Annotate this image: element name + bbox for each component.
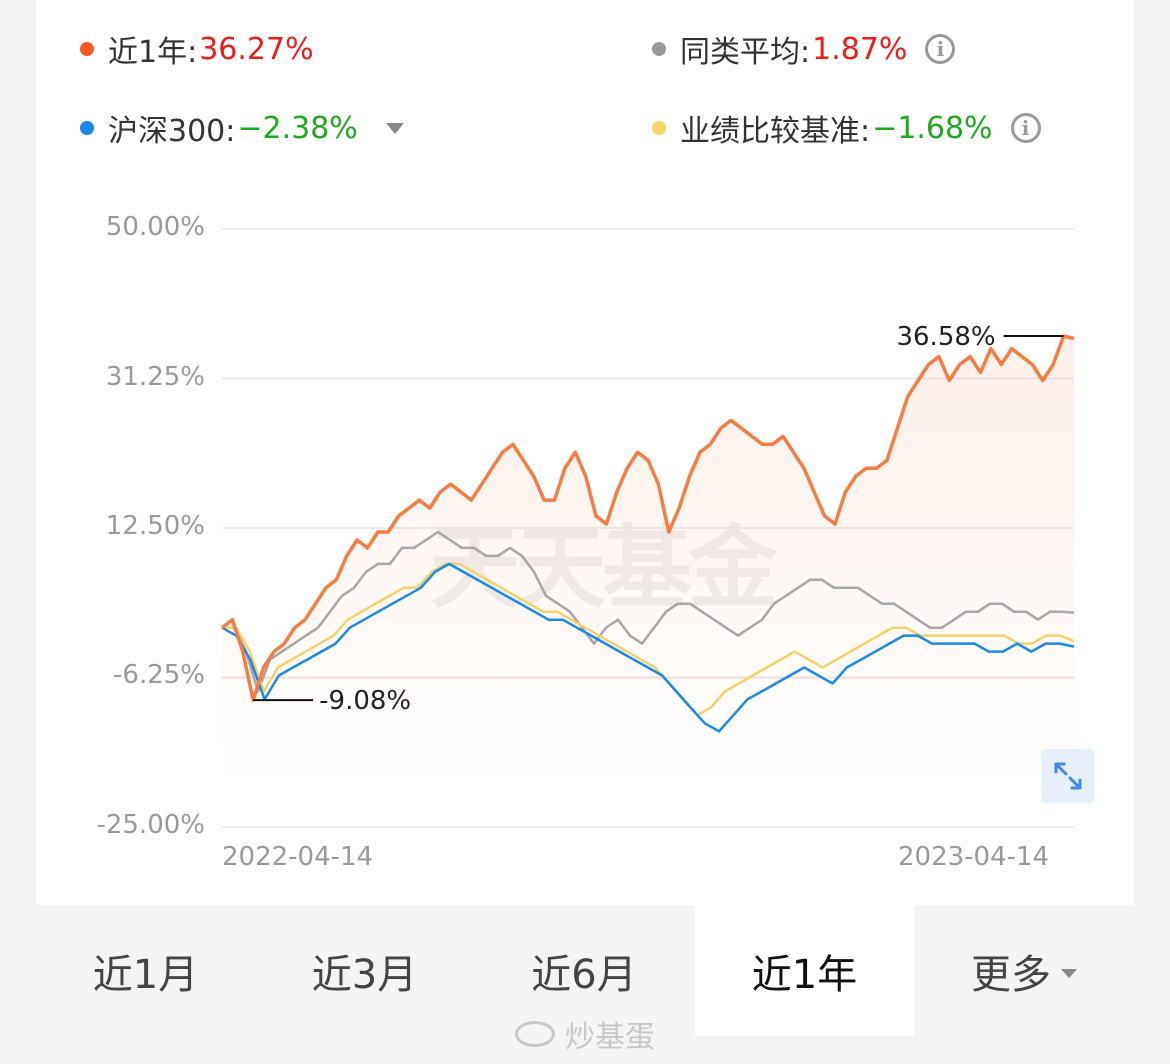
y-tick-label: 50.00% bbox=[105, 212, 205, 242]
legend-index-value: −2.38% bbox=[237, 110, 358, 146]
tab-6m[interactable]: 近6月 bbox=[531, 951, 637, 998]
tab-more-label: 更多 bbox=[971, 951, 1051, 998]
legend-benchmark-value: −1.68% bbox=[872, 110, 993, 146]
info-icon[interactable]: i bbox=[925, 34, 956, 64]
credit-watermark: 炒基蛋 bbox=[515, 1012, 655, 1056]
legend-peer-value: 1.87% bbox=[812, 31, 908, 67]
legend-fund-label: 近1年: bbox=[108, 35, 198, 70]
info-icon[interactable]: i bbox=[1010, 113, 1041, 143]
y-tick-label: -6.25% bbox=[113, 660, 205, 690]
x-end-label: 2023-04-14 bbox=[898, 842, 1050, 872]
legend-peer-label: 同类平均: bbox=[680, 35, 811, 70]
fund-dot bbox=[80, 42, 94, 56]
legend-index[interactable]: 沪深300: −2.38% bbox=[80, 106, 404, 150]
legend-index-label: 沪深300: bbox=[108, 114, 236, 149]
credit-text: 炒基蛋 bbox=[565, 1020, 655, 1055]
period-tabs: 近1月 近3月 近6月 近1年 更多 bbox=[36, 905, 1134, 1036]
watermark: 天天基金 bbox=[430, 515, 778, 621]
legend-fund-value: 36.27% bbox=[199, 31, 314, 67]
tab-1y[interactable]: 近1年 bbox=[695, 905, 914, 1036]
tab-3m[interactable]: 近3月 bbox=[311, 951, 418, 998]
legend-benchmark-label: 业绩比较基准: bbox=[680, 114, 871, 149]
expand-icon[interactable] bbox=[1041, 749, 1095, 803]
y-tick-label: 31.25% bbox=[105, 362, 205, 392]
y-tick-label: 12.50% bbox=[105, 511, 205, 541]
legend-peer: 同类平均: 1.87% i bbox=[652, 27, 956, 71]
chevron-down-icon[interactable] bbox=[385, 122, 404, 134]
peer-dot bbox=[652, 42, 666, 56]
weibo-icon bbox=[515, 1021, 555, 1047]
tab-1m[interactable]: 近1月 bbox=[92, 951, 199, 998]
y-tick-label: -25.00% bbox=[96, 810, 205, 840]
benchmark-dot bbox=[652, 121, 666, 135]
chevron-down-icon bbox=[1061, 969, 1077, 978]
index-dot bbox=[80, 121, 94, 135]
legend-benchmark: 业绩比较基准: −1.68% i bbox=[652, 106, 1041, 150]
legend-fund: 近1年: 36.27% bbox=[80, 27, 314, 71]
x-start-label: 2022-04-14 bbox=[222, 842, 374, 872]
tab-more[interactable]: 更多 bbox=[914, 905, 1134, 1036]
